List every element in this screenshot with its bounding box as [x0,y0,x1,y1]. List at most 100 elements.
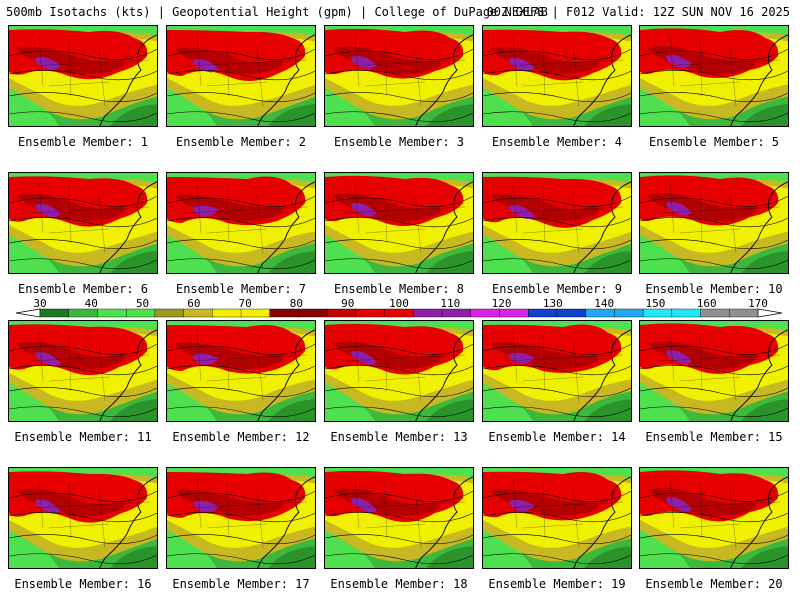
ensemble-member-label: Ensemble Member: 6 [17,282,149,296]
ensemble-member-label: Ensemble Member: 13 [330,430,468,444]
isotach-map [167,173,315,273]
colorbar-segment [729,308,759,318]
colorbar-tick-label: 90 [341,297,355,310]
colorbar-tick-label: 30 [33,297,47,310]
colorbar-tick-label: 160 [696,297,717,310]
ensemble-panel-3 [324,25,474,127]
ensemble-member-label: Ensemble Member: 3 [333,135,465,149]
colorbar-tick-label: 40 [84,297,98,310]
colorbar-tick-label: 120 [491,297,512,310]
colorbar-left-arrow [15,308,41,318]
colorbar-tick-label: 60 [187,297,201,310]
colorbar-tick-label: 80 [289,297,304,310]
ensemble-member-label: Ensemble Member: 18 [330,577,468,591]
colorbar-segment [183,308,213,318]
ensemble-member-label: Ensemble Member: 7 [175,282,307,296]
isotach-map [167,321,315,421]
ensemble-panel-4 [482,25,632,127]
isotach-map [9,26,157,126]
ensemble-member-label: Ensemble Member: 16 [14,577,152,591]
ensemble-panel-2 [166,25,316,127]
colorbar-tick-label: 50 [135,297,150,310]
colorbar-segment [642,308,673,318]
isotach-map [640,173,788,273]
ensemble-member-label: Ensemble Member: 12 [172,430,310,444]
isotach-map [325,173,473,273]
colorbar-segment [355,308,386,318]
isotach-map [325,321,473,421]
colorbar-segment [240,308,271,318]
map-header: 500mb Isotachs (kts) | Geopotential Heig… [6,5,796,21]
isotach-map [483,26,631,126]
colorbar-tick-label: 70 [238,297,252,310]
isotach-map [9,173,157,273]
ensemble-panel-12 [166,320,316,422]
colorbar-segment [154,308,185,318]
colorbar-segment [39,308,70,318]
ensemble-member-label: Ensemble Member: 8 [333,282,465,296]
map-title: 500mb Isotachs (kts) | Geopotential Heig… [6,5,548,19]
ensemble-panel-13 [324,320,474,422]
ensemble-member-label: Ensemble Member: 2 [175,135,307,149]
ensemble-panel-9 [482,172,632,274]
colorbar-segment [384,308,414,318]
ensemble-panel-14 [482,320,632,422]
isotach-map [167,468,315,568]
colorbar-tick-label: 140 [594,297,615,310]
ensemble-panel-7 [166,172,316,274]
isotach-map [640,468,788,568]
ensemble-panel-11 [8,320,158,422]
ensemble-panel-5 [639,25,789,127]
ensemble-panel-16 [8,467,158,569]
colorbar-segment [68,308,98,318]
colorbar-segment [499,308,529,318]
ensemble-member-label: Ensemble Member: 15 [645,430,783,444]
colorbar-tick-label: 110 [440,297,461,310]
ensemble-member-label: Ensemble Member: 17 [172,577,310,591]
colorbar-segment [528,308,558,318]
isotach-colorbar [15,308,783,318]
ensemble-panel-10 [639,172,789,274]
ensemble-panel-20 [639,467,789,569]
ensemble-member-label: Ensemble Member: 11 [14,430,152,444]
ensemble-panel-1 [8,25,158,127]
isotach-map [325,26,473,126]
colorbar-segment [671,308,701,318]
colorbar-tick-label: 100 [389,297,409,310]
ensemble-member-label: Ensemble Member: 5 [648,135,780,149]
isotach-map [640,321,788,421]
colorbar-segment [441,308,472,318]
ensemble-panel-8 [324,172,474,274]
ensemble-member-label: Ensemble Member: 4 [491,135,623,149]
run-info: 00Z GEFS | F012 Valid: 12Z SUN NOV 16 20… [486,5,790,19]
colorbar-segment [585,308,615,318]
colorbar-tick-label: 170 [748,297,768,310]
isotach-map [483,468,631,568]
colorbar-segment [125,308,156,318]
colorbar-right-arrow [757,308,783,318]
isotach-map [640,26,788,126]
ensemble-member-label: Ensemble Member: 9 [491,282,623,296]
ensemble-panel-6 [8,172,158,274]
ensemble-member-label: Ensemble Member: 14 [488,430,626,444]
colorbar-segment [269,308,299,318]
isotach-map [9,468,157,568]
ensemble-member-label: Ensemble Member: 20 [645,577,783,591]
ensemble-member-label: Ensemble Member: 19 [488,577,626,591]
colorbar-segment [298,308,328,318]
colorbar-segment [212,308,242,318]
colorbar-segment [470,308,500,318]
colorbar-segment [327,308,357,318]
isotach-map [325,468,473,568]
colorbar-segment [614,308,644,318]
colorbar-segment [700,308,730,318]
ensemble-panel-18 [324,467,474,569]
ensemble-panel-17 [166,467,316,569]
ensemble-member-label: Ensemble Member: 1 [17,135,149,149]
colorbar-segment [556,308,587,318]
colorbar-segment [413,308,443,318]
ensemble-panel-15 [639,320,789,422]
isotach-map [167,26,315,126]
isotach-map [9,321,157,421]
colorbar-tick-label: 130 [542,297,563,310]
